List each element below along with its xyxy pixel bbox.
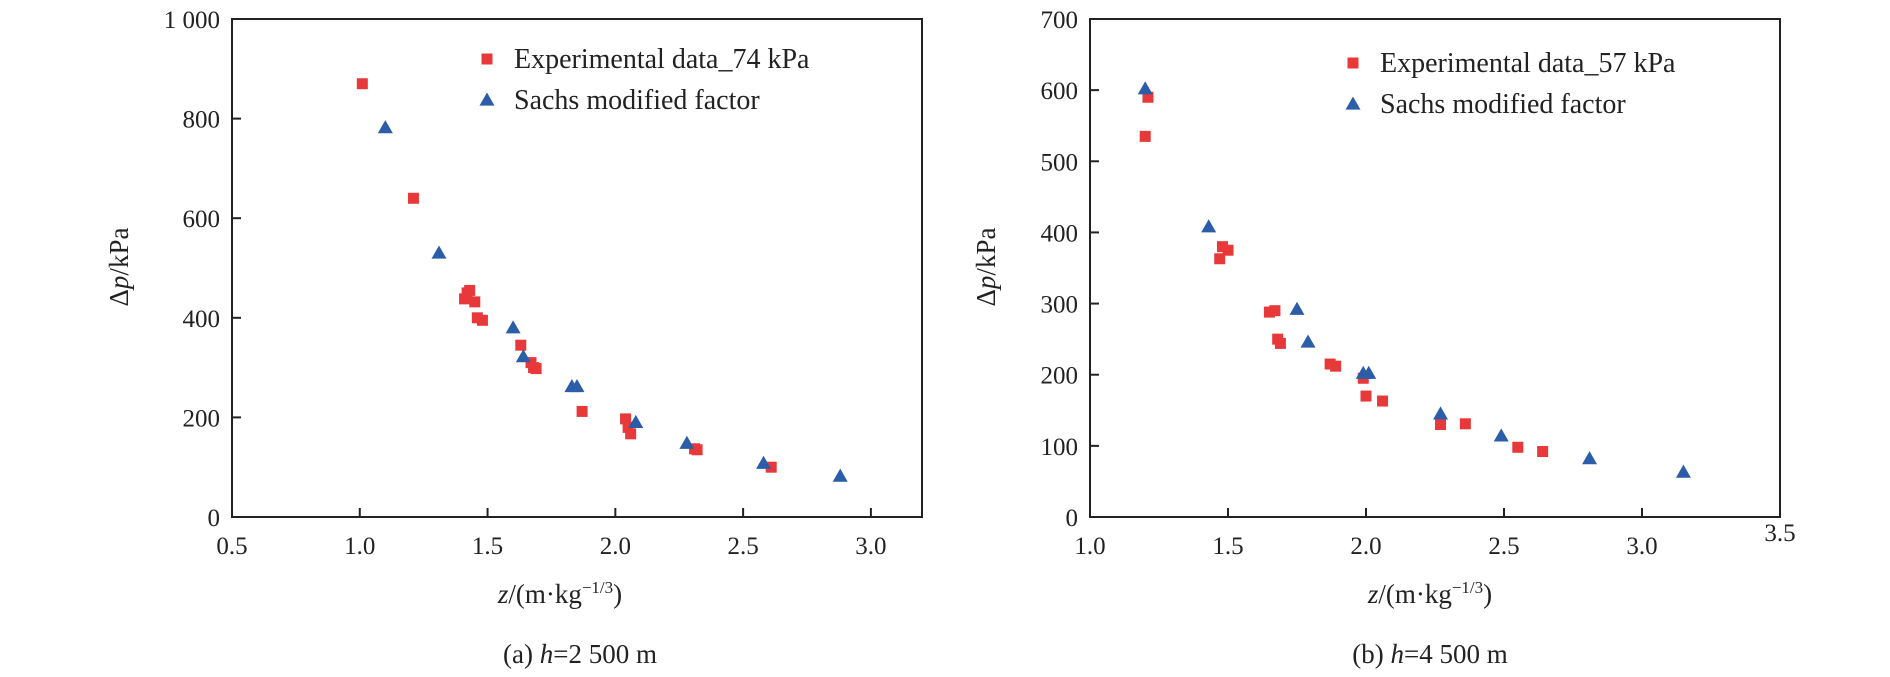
data-point (1377, 395, 1389, 407)
data-point (407, 192, 419, 204)
y-tick-label: 800 (183, 107, 221, 134)
data-point (1493, 428, 1509, 442)
data-point (1582, 451, 1598, 465)
data-point (476, 314, 488, 326)
y-axis-title: Δp/kPa (104, 228, 134, 307)
legend-marker (481, 53, 493, 65)
y-tick-label: 200 (183, 405, 221, 432)
y-tick-label: 400 (183, 306, 221, 333)
data-point (530, 363, 542, 375)
data-point (1269, 305, 1281, 317)
legend-marker (1347, 57, 1359, 69)
data-point (1300, 334, 1316, 348)
legend-marker (479, 92, 495, 106)
plot-frame (1089, 18, 1781, 518)
data-point (1263, 306, 1275, 318)
y-axis-title: Δp/kPa (971, 228, 1001, 307)
x-axis-title: z/(m·kg−1/3) (1367, 578, 1492, 609)
series-sachs (1137, 81, 1691, 478)
data-point (1361, 365, 1377, 379)
data-point (691, 444, 703, 456)
data-point (622, 421, 634, 433)
data-point (356, 78, 368, 90)
x-tick-label: 2.0 (600, 533, 631, 560)
data-point (1435, 419, 1447, 431)
y-tick-label: 500 (1041, 149, 1079, 176)
data-point (1289, 301, 1305, 315)
x-tick-label: 3.0 (855, 533, 886, 560)
data-point (1324, 358, 1336, 370)
x-tick-label: 1.5 (1212, 533, 1243, 560)
data-point (765, 461, 777, 473)
legend-label: Sachs modified factor (1380, 89, 1626, 120)
legend-label: Experimental data_74 kPa (514, 44, 810, 75)
data-point (1216, 241, 1228, 253)
y-tick-label: 1 000 (164, 7, 220, 34)
y-tick-label: 300 (1041, 292, 1079, 319)
panel-caption: (b) h=4 500 m (1352, 639, 1507, 669)
x-tick-label: 0.5 (216, 533, 247, 560)
y-tick-label: 400 (1041, 220, 1079, 247)
legend-marker (1345, 96, 1361, 110)
data-point (515, 349, 531, 363)
x-tick-label: 2.5 (1488, 533, 1519, 560)
data-point (1675, 464, 1691, 478)
x-axis-title: z/(m·kg−1/3) (497, 578, 622, 609)
data-point (505, 320, 521, 334)
data-point (625, 428, 637, 440)
data-point (377, 120, 393, 134)
legend: Experimental data_74 kPa Sachs modified f… (479, 44, 810, 116)
series-experimental (1139, 91, 1549, 458)
chart-panel-b: 1.0 1.5 2.0 2.5 3.0 3.5 0 100 200 300 400 500 600 700… (971, 7, 1796, 669)
data-point (515, 339, 527, 351)
data-point (1142, 91, 1154, 103)
data-point (459, 293, 471, 305)
data-point (1433, 406, 1449, 420)
x-tick-label: 1.0 (344, 533, 375, 560)
y-tick-label: 100 (1041, 434, 1079, 461)
data-point (756, 455, 772, 469)
x-tick-label: 3.0 (1626, 533, 1657, 560)
data-point (1201, 219, 1217, 233)
x-tick-label: 2.0 (1350, 533, 1381, 560)
legend: Experimental data_57 kPa Sachs modified f… (1345, 48, 1676, 120)
data-point (1274, 337, 1286, 349)
x-tick-label: 1.5 (472, 533, 503, 560)
series-sachs (377, 120, 848, 482)
x-tick-label: 1.0 (1074, 533, 1105, 560)
series-experimental (356, 78, 777, 473)
y-tick-label: 600 (183, 206, 221, 233)
chart-panel-a: 0.5 1.0 1.5 2.0 2.5 3.0 0 200 400 600 800 1 000 Expe… (104, 7, 923, 669)
y-tick-label: 200 (1041, 363, 1079, 390)
y-tick-label: 0 (208, 505, 221, 532)
data-point (464, 284, 476, 296)
x-tick-label: 2.5 (727, 533, 758, 560)
data-point (469, 296, 481, 308)
panel-caption: (a) h=2 500 m (503, 639, 657, 669)
data-point (1459, 418, 1471, 430)
data-point (1222, 244, 1234, 256)
y-tick-label: 0 (1066, 505, 1079, 532)
x-tick-label: 3.5 (1764, 520, 1795, 547)
data-point (620, 413, 632, 425)
data-point (832, 468, 848, 482)
data-point (569, 379, 585, 393)
data-point (431, 245, 447, 259)
data-point (1537, 446, 1549, 458)
data-point (1360, 390, 1372, 402)
data-point (1214, 253, 1226, 265)
data-point (576, 405, 588, 417)
data-point (628, 414, 644, 429)
y-tick-label: 700 (1041, 7, 1079, 34)
y-tick-label: 600 (1041, 78, 1079, 105)
data-point (1330, 360, 1342, 372)
plot-frame (231, 18, 923, 518)
data-point (1137, 81, 1153, 95)
legend-label: Experimental data_57 kPa (1380, 48, 1676, 79)
data-point (1139, 130, 1151, 142)
data-point (1512, 441, 1524, 453)
legend-label: Sachs modified factor (514, 85, 760, 116)
data-point (679, 435, 695, 449)
